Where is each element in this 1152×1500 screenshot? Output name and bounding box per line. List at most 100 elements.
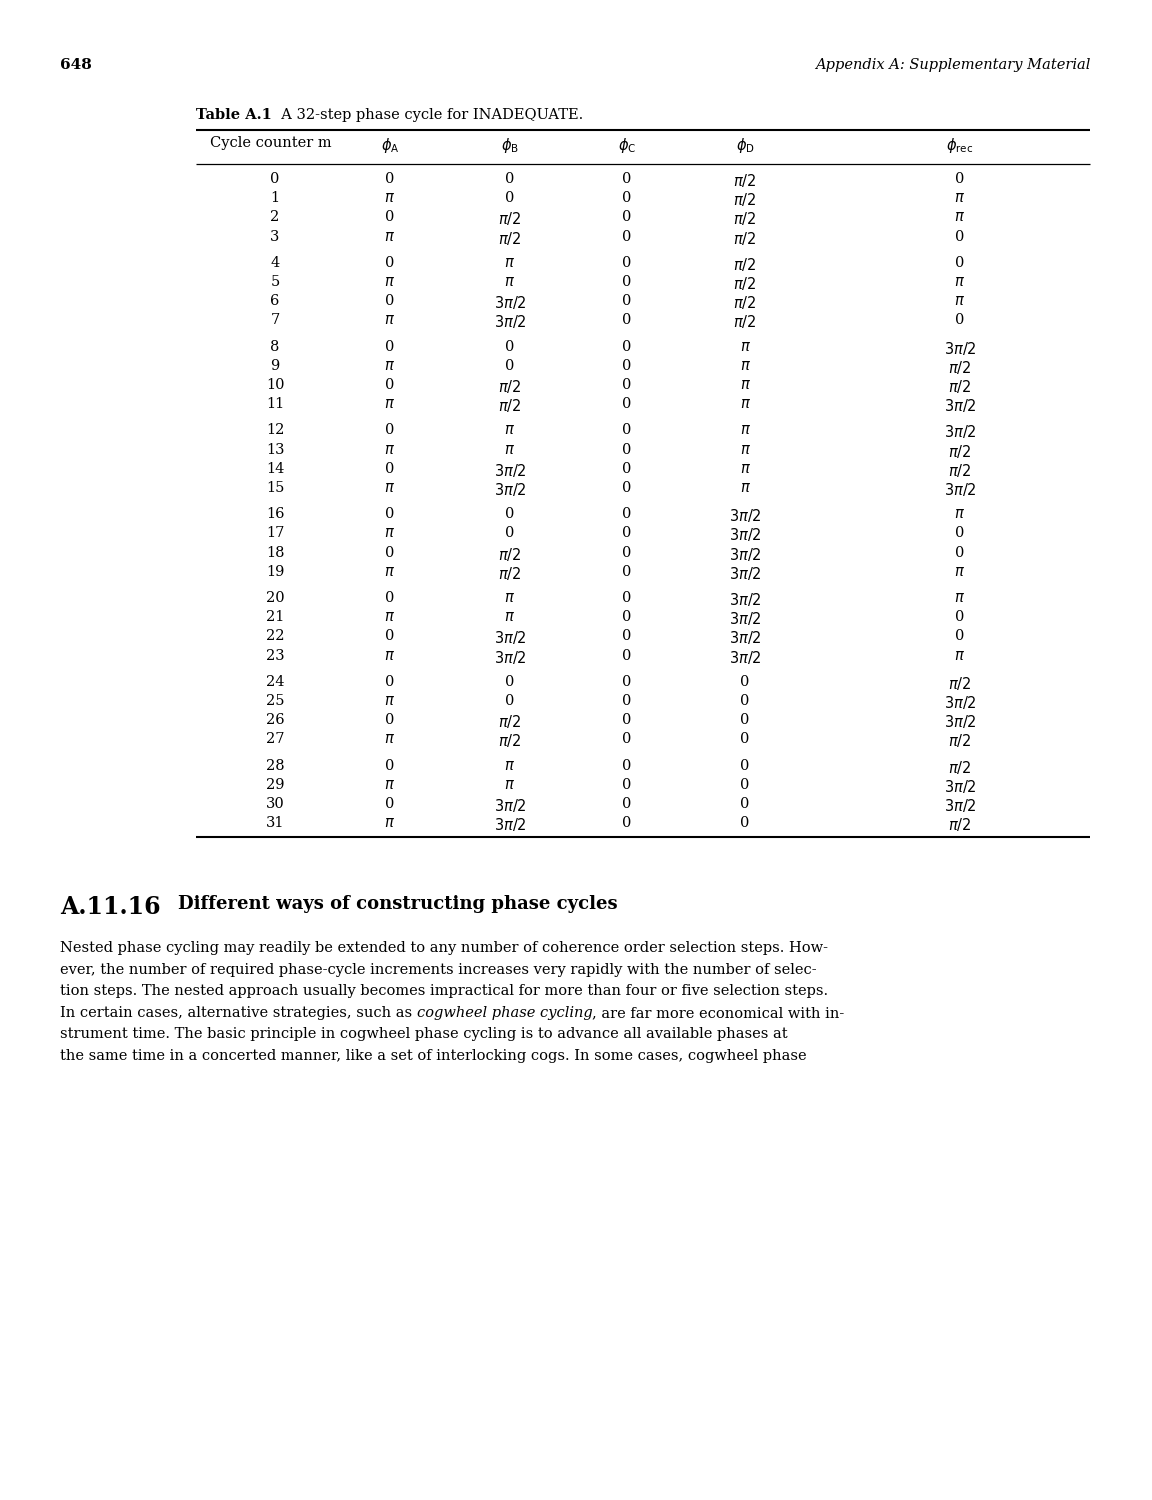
Text: $\pi$: $\pi$ bbox=[385, 398, 395, 411]
Text: $\pi$: $\pi$ bbox=[740, 462, 750, 476]
Text: the same time in a concerted manner, like a set of interlocking cogs. In some ca: the same time in a concerted manner, lik… bbox=[60, 1048, 806, 1064]
Text: 0: 0 bbox=[622, 423, 631, 438]
Text: $\pi$: $\pi$ bbox=[740, 398, 750, 411]
Text: 0: 0 bbox=[385, 423, 395, 438]
Text: A.11.16: A.11.16 bbox=[60, 896, 160, 920]
Text: $\pi$: $\pi$ bbox=[505, 442, 515, 456]
Text: 0: 0 bbox=[955, 314, 964, 327]
Text: $\pi$: $\pi$ bbox=[955, 210, 965, 225]
Text: $\pi/2$: $\pi/2$ bbox=[734, 230, 757, 246]
Text: 12: 12 bbox=[266, 423, 285, 438]
Text: $\pi/2$: $\pi/2$ bbox=[734, 294, 757, 310]
Text: $3\pi/2$: $3\pi/2$ bbox=[729, 648, 761, 666]
Text: $\pi/2$: $\pi/2$ bbox=[499, 378, 522, 394]
Text: 31: 31 bbox=[266, 816, 285, 830]
Text: 0: 0 bbox=[622, 274, 631, 290]
Text: 0: 0 bbox=[622, 546, 631, 560]
Text: $\pi$: $\pi$ bbox=[385, 778, 395, 792]
Text: 20: 20 bbox=[266, 591, 285, 604]
Text: $\pi$: $\pi$ bbox=[740, 378, 750, 392]
Text: 0: 0 bbox=[955, 172, 964, 186]
Text: 0: 0 bbox=[955, 630, 964, 644]
Text: $\pi/2$: $\pi/2$ bbox=[948, 462, 971, 478]
Text: $\pi$: $\pi$ bbox=[740, 339, 750, 354]
Text: 0: 0 bbox=[622, 526, 631, 540]
Text: 0: 0 bbox=[506, 507, 515, 520]
Text: 0: 0 bbox=[622, 591, 631, 604]
Text: $3\pi/2$: $3\pi/2$ bbox=[943, 398, 976, 414]
Text: Appendix A: Supplementary Material: Appendix A: Supplementary Material bbox=[814, 58, 1090, 72]
Text: 0: 0 bbox=[741, 778, 750, 792]
Text: 0: 0 bbox=[741, 759, 750, 772]
Text: 0: 0 bbox=[741, 712, 750, 728]
Text: $\pi/2$: $\pi/2$ bbox=[499, 566, 522, 582]
Text: 0: 0 bbox=[741, 732, 750, 747]
Text: $\pi$: $\pi$ bbox=[740, 358, 750, 374]
Text: 8: 8 bbox=[271, 339, 280, 354]
Text: 0: 0 bbox=[741, 796, 750, 812]
Text: $\pi$: $\pi$ bbox=[385, 442, 395, 456]
Text: 0: 0 bbox=[622, 256, 631, 270]
Text: 26: 26 bbox=[266, 712, 285, 728]
Text: 0: 0 bbox=[622, 796, 631, 812]
Text: 0: 0 bbox=[622, 210, 631, 225]
Text: 0: 0 bbox=[622, 675, 631, 688]
Text: $\pi$: $\pi$ bbox=[955, 591, 965, 604]
Text: 0: 0 bbox=[622, 378, 631, 392]
Text: $\pi$: $\pi$ bbox=[385, 314, 395, 327]
Text: $\pi/2$: $\pi/2$ bbox=[948, 378, 971, 394]
Text: 0: 0 bbox=[385, 507, 395, 520]
Text: $\pi$: $\pi$ bbox=[955, 566, 965, 579]
Text: 0: 0 bbox=[622, 507, 631, 520]
Text: Cycle counter m: Cycle counter m bbox=[210, 136, 332, 150]
Text: 0: 0 bbox=[622, 172, 631, 186]
Text: 3: 3 bbox=[271, 230, 280, 243]
Text: $\pi$: $\pi$ bbox=[740, 423, 750, 438]
Text: 4: 4 bbox=[271, 256, 280, 270]
Text: 0: 0 bbox=[506, 339, 515, 354]
Text: 11: 11 bbox=[266, 398, 285, 411]
Text: $\pi/2$: $\pi/2$ bbox=[734, 274, 757, 292]
Text: 0: 0 bbox=[506, 526, 515, 540]
Text: $3\pi/2$: $3\pi/2$ bbox=[943, 423, 976, 441]
Text: 0: 0 bbox=[622, 294, 631, 307]
Text: $3\pi/2$: $3\pi/2$ bbox=[494, 796, 526, 814]
Text: $3\pi/2$: $3\pi/2$ bbox=[729, 566, 761, 582]
Text: 0: 0 bbox=[622, 759, 631, 772]
Text: In certain cases, alternative strategies, such as: In certain cases, alternative strategies… bbox=[60, 1007, 417, 1020]
Text: $\pi$: $\pi$ bbox=[385, 358, 395, 374]
Text: $\pi$: $\pi$ bbox=[955, 274, 965, 290]
Text: 0: 0 bbox=[506, 190, 515, 206]
Text: $\pi/2$: $\pi/2$ bbox=[948, 759, 971, 776]
Text: 0: 0 bbox=[385, 378, 395, 392]
Text: $3\pi/2$: $3\pi/2$ bbox=[729, 610, 761, 627]
Text: 0: 0 bbox=[622, 694, 631, 708]
Text: $3\pi/2$: $3\pi/2$ bbox=[729, 526, 761, 543]
Text: cogwheel phase cycling: cogwheel phase cycling bbox=[417, 1007, 592, 1020]
Text: 648: 648 bbox=[60, 58, 92, 72]
Text: 0: 0 bbox=[385, 712, 395, 728]
Text: 9: 9 bbox=[271, 358, 280, 374]
Text: 0: 0 bbox=[385, 172, 395, 186]
Text: 0: 0 bbox=[385, 591, 395, 604]
Text: $\pi$: $\pi$ bbox=[505, 759, 515, 772]
Text: 0: 0 bbox=[741, 675, 750, 688]
Text: $\pi$: $\pi$ bbox=[385, 230, 395, 243]
Text: $\pi/2$: $\pi/2$ bbox=[734, 256, 757, 273]
Text: 10: 10 bbox=[266, 378, 285, 392]
Text: $\pi$: $\pi$ bbox=[385, 816, 395, 830]
Text: 0: 0 bbox=[955, 546, 964, 560]
Text: 0: 0 bbox=[385, 339, 395, 354]
Text: strument time. The basic principle in cogwheel phase cycling is to advance all a: strument time. The basic principle in co… bbox=[60, 1028, 788, 1041]
Text: $3\pi/2$: $3\pi/2$ bbox=[494, 648, 526, 666]
Text: $3\pi/2$: $3\pi/2$ bbox=[943, 796, 976, 814]
Text: $\pi$: $\pi$ bbox=[385, 694, 395, 708]
Text: $\pi/2$: $\pi/2$ bbox=[499, 398, 522, 414]
Text: $\pi/2$: $\pi/2$ bbox=[734, 172, 757, 189]
Text: 0: 0 bbox=[506, 694, 515, 708]
Text: $\pi$: $\pi$ bbox=[385, 732, 395, 747]
Text: $\pi/2$: $\pi/2$ bbox=[948, 675, 971, 692]
Text: 0: 0 bbox=[622, 339, 631, 354]
Text: 0: 0 bbox=[622, 648, 631, 663]
Text: 0: 0 bbox=[622, 712, 631, 728]
